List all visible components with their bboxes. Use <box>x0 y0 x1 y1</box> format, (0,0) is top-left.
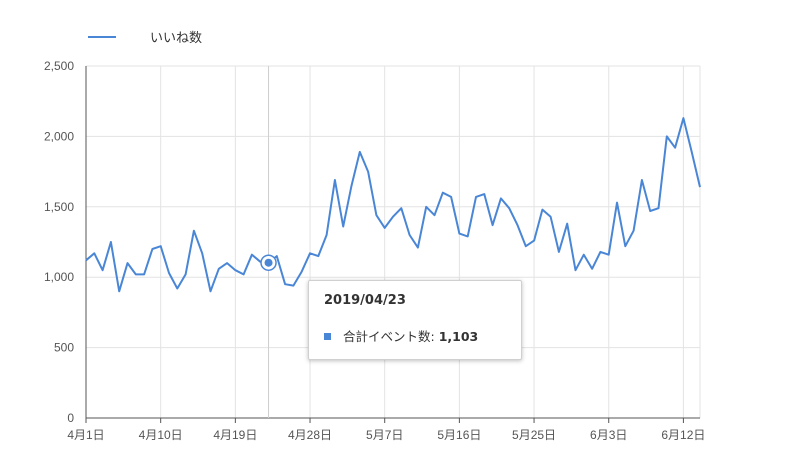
tooltip-date: 2019/04/23 <box>324 293 406 308</box>
legend-label: いいね数 <box>150 31 202 46</box>
highlight <box>260 66 277 418</box>
legend: いいね数 <box>88 31 202 46</box>
axes: 0 500 1,000 1,500 2,000 2,500 4月1日 4月10日 4月19日 4月… <box>44 59 705 442</box>
tooltip-series-label: 合計イベント数: <box>343 329 435 344</box>
x-tick-label: 6月12日 <box>661 428 705 442</box>
y-tick-label: 1,000 <box>44 270 74 284</box>
tooltip: 2019/04/23 合計イベント数: 1,103 <box>308 280 522 360</box>
tooltip-row: 合計イベント数: 1,103 <box>324 326 478 345</box>
tooltip-value: 1,103 <box>438 329 479 344</box>
x-tick-label: 5月7日 <box>366 428 403 442</box>
y-tick-label: 2,000 <box>44 129 74 143</box>
tooltip-swatch <box>324 333 331 340</box>
grid <box>86 65 701 418</box>
x-tick-label: 4月28日 <box>288 428 332 442</box>
x-tick-label: 5月16日 <box>437 428 481 442</box>
y-tick-label: 0 <box>67 411 74 425</box>
x-tick-label: 4月19日 <box>213 428 257 442</box>
x-tick-label: 4月10日 <box>139 428 183 442</box>
y-tick-label: 1,500 <box>44 200 74 214</box>
y-tick-label: 500 <box>54 341 74 355</box>
series <box>85 117 701 293</box>
highlight-point <box>264 258 273 267</box>
x-tick-label: 6月3日 <box>590 428 627 442</box>
x-tick-label: 5月25日 <box>512 428 556 442</box>
x-tick-label: 4月1日 <box>67 428 104 442</box>
y-tick-label: 2,500 <box>44 59 74 73</box>
series-line <box>85 117 701 293</box>
